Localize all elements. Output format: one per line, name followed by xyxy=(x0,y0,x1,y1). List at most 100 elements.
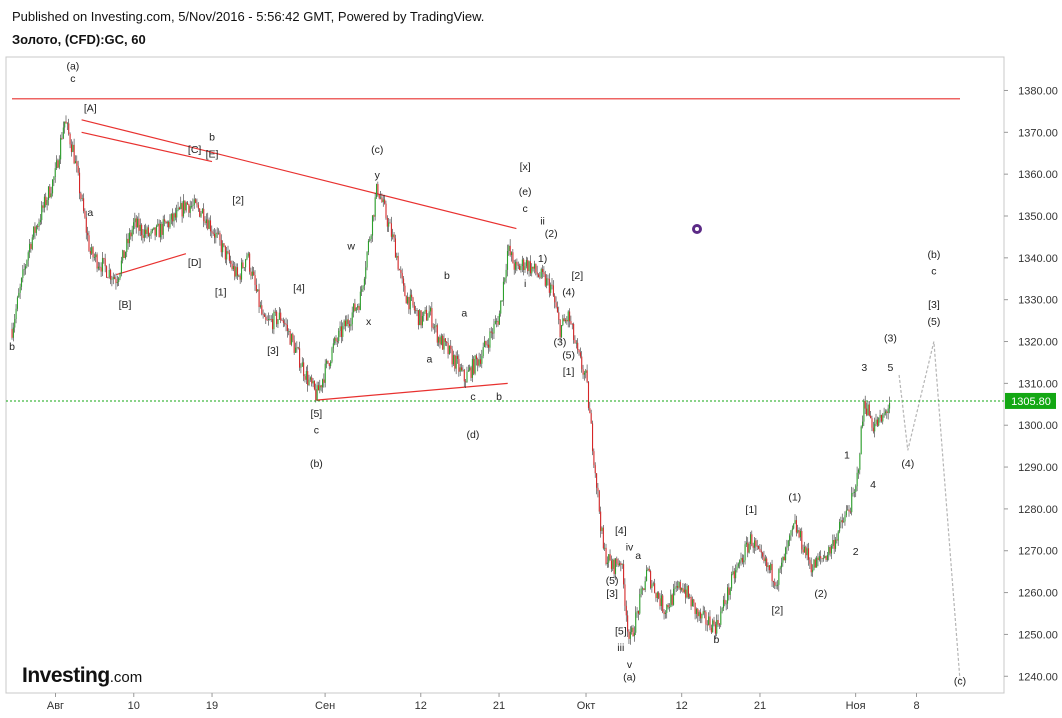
candle-body xyxy=(889,402,891,409)
candle-body xyxy=(224,245,226,260)
candle-body xyxy=(679,582,681,590)
candle-body xyxy=(751,534,753,546)
y-tick-label: 1370.00 xyxy=(1018,127,1058,139)
last-price: 1305.80 xyxy=(6,392,1056,409)
candle-body xyxy=(365,267,367,279)
candle-body xyxy=(33,226,35,238)
candle-body xyxy=(145,229,147,234)
candle-body xyxy=(528,261,530,272)
wave-label: [2] xyxy=(772,605,784,617)
candle-body xyxy=(150,231,152,235)
candle-body xyxy=(394,238,396,258)
wave-label: 1) xyxy=(538,253,547,265)
candle-body xyxy=(466,371,468,383)
candle-body xyxy=(856,472,858,487)
candle-body xyxy=(754,540,756,548)
candle-body xyxy=(185,202,187,211)
wave-label: [4] xyxy=(615,525,627,537)
candle-body xyxy=(312,380,314,384)
candle-body xyxy=(822,558,824,559)
candle-body xyxy=(106,266,108,278)
candle-body xyxy=(876,419,878,426)
candle-body xyxy=(424,309,426,312)
candle-body xyxy=(160,223,162,238)
candle-body xyxy=(49,186,51,198)
candle-body xyxy=(654,583,656,593)
candle-body xyxy=(664,612,666,614)
candle-body xyxy=(700,612,702,619)
candle-body xyxy=(748,543,750,553)
candle-body xyxy=(693,599,695,603)
candle-body xyxy=(724,599,726,604)
candle-body xyxy=(655,592,657,599)
candle-body xyxy=(46,199,48,206)
candle-body xyxy=(196,202,198,205)
candle-body xyxy=(134,218,136,223)
candle-body xyxy=(543,272,545,275)
candle-body xyxy=(41,205,43,221)
wave-label: b xyxy=(209,132,215,144)
candle-body xyxy=(397,255,399,270)
candle-body xyxy=(614,558,617,575)
candle-body xyxy=(11,328,13,338)
candle-body xyxy=(648,568,650,572)
candle-body xyxy=(691,599,693,607)
candle-body xyxy=(581,356,583,370)
candle-body xyxy=(297,347,299,349)
candle-body xyxy=(747,542,749,553)
candle-body xyxy=(108,270,110,278)
candle-body xyxy=(500,300,502,314)
candle-body xyxy=(716,619,718,634)
candle-body xyxy=(124,252,126,258)
drawing-tool-icon[interactable] xyxy=(692,224,702,234)
candle-body xyxy=(430,308,432,312)
candle-body xyxy=(465,381,467,383)
wave-label: [2] xyxy=(571,270,583,282)
candle-body xyxy=(778,569,780,585)
candle-body xyxy=(871,418,873,428)
candle-body xyxy=(274,311,276,313)
candle-body xyxy=(540,269,542,278)
candle-body xyxy=(887,408,889,413)
candle-body xyxy=(381,197,383,202)
candle-body xyxy=(161,223,163,235)
candle-body xyxy=(504,277,506,282)
wave-label: [C] xyxy=(188,144,202,156)
candle-body xyxy=(632,627,634,637)
candle-body xyxy=(434,326,436,328)
candle-body xyxy=(34,226,36,233)
candle-body xyxy=(19,286,21,293)
candle-body xyxy=(343,320,345,327)
candle-body xyxy=(701,614,703,619)
candle-body xyxy=(702,611,704,615)
candle-body xyxy=(635,612,637,633)
candle-body xyxy=(799,531,801,538)
candle-body xyxy=(590,413,592,424)
y-tick-label: 1240.00 xyxy=(1018,671,1058,683)
candle-body xyxy=(50,193,52,198)
logo-brand: Investing xyxy=(22,664,110,687)
candle-body xyxy=(596,473,598,488)
candle-body xyxy=(633,632,635,637)
candle-body xyxy=(178,207,180,210)
candle-body xyxy=(808,548,810,560)
candle-body xyxy=(43,196,45,208)
candle-body xyxy=(594,465,596,474)
y-tick-label: 1350.00 xyxy=(1018,211,1058,223)
wave-label: x xyxy=(366,316,372,328)
candle-body xyxy=(772,581,774,583)
candle-body xyxy=(863,400,865,422)
candle-body xyxy=(687,585,689,598)
wave-label: [5] xyxy=(615,625,627,637)
candle-body xyxy=(493,323,495,334)
x-tick-label: 21 xyxy=(754,700,766,712)
y-tick-label: 1270.00 xyxy=(1018,546,1058,558)
candle-body xyxy=(731,574,733,589)
wave-label: c xyxy=(931,266,936,278)
candle-body xyxy=(459,367,461,372)
candle-body xyxy=(737,563,739,567)
candle-body xyxy=(439,337,441,345)
candle-body xyxy=(783,556,785,561)
wave-label: [1] xyxy=(563,366,575,378)
